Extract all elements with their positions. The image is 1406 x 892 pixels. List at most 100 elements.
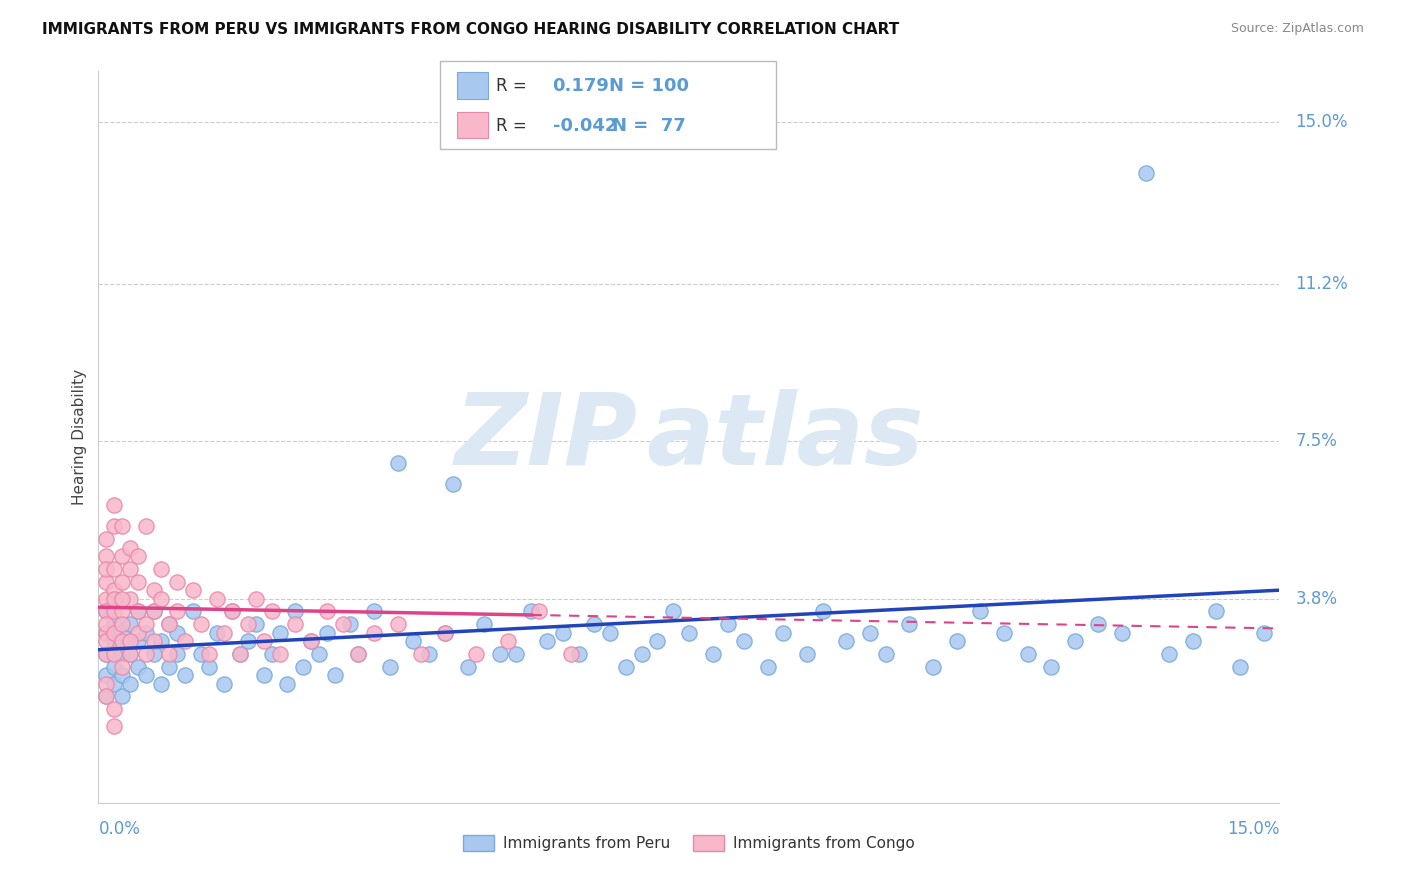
- Point: [111, 549, 134, 563]
- Point: [103, 634, 125, 648]
- Point: [1017, 647, 1039, 661]
- Point: [197, 647, 219, 661]
- Point: [205, 591, 228, 606]
- Point: [299, 634, 322, 648]
- Text: 0.179: 0.179: [553, 78, 609, 95]
- Point: [402, 634, 425, 648]
- Point: [308, 647, 330, 661]
- Point: [245, 591, 267, 606]
- Point: [127, 549, 149, 563]
- Point: [472, 617, 495, 632]
- Point: [284, 617, 307, 632]
- Point: [118, 591, 141, 606]
- Point: [118, 647, 141, 661]
- Point: [529, 604, 551, 618]
- Point: [756, 659, 779, 673]
- Point: [96, 604, 118, 618]
- Point: [103, 498, 125, 512]
- Point: [96, 677, 118, 691]
- Point: [96, 604, 118, 618]
- Point: [135, 617, 157, 632]
- Point: [662, 604, 685, 618]
- Point: [96, 647, 118, 661]
- Point: [339, 617, 361, 632]
- Point: [111, 574, 134, 589]
- Point: [236, 617, 259, 632]
- Point: [614, 659, 637, 673]
- Point: [229, 647, 252, 661]
- Point: [174, 634, 197, 648]
- Point: [505, 647, 527, 661]
- Point: [96, 574, 118, 589]
- Point: [118, 634, 141, 648]
- Point: [157, 659, 180, 673]
- Point: [103, 659, 125, 673]
- Point: [96, 625, 118, 640]
- Point: [1111, 625, 1133, 640]
- Point: [103, 617, 125, 632]
- Text: Source: ZipAtlas.com: Source: ZipAtlas.com: [1230, 22, 1364, 36]
- Point: [205, 625, 228, 640]
- Point: [875, 647, 897, 661]
- Point: [135, 519, 157, 533]
- Point: [284, 604, 307, 618]
- Point: [496, 634, 519, 648]
- Point: [363, 625, 385, 640]
- Point: [214, 677, 236, 691]
- Point: [433, 625, 456, 640]
- Point: [103, 562, 125, 576]
- Point: [103, 583, 125, 598]
- Point: [465, 647, 488, 661]
- Point: [103, 604, 125, 618]
- Point: [127, 574, 149, 589]
- Point: [181, 604, 204, 618]
- Point: [363, 604, 385, 618]
- Y-axis label: Hearing Disability: Hearing Disability: [72, 369, 87, 505]
- Point: [1205, 604, 1227, 618]
- Point: [142, 604, 165, 618]
- Point: [96, 562, 118, 576]
- Point: [190, 617, 212, 632]
- Point: [150, 677, 173, 691]
- Text: IMMIGRANTS FROM PERU VS IMMIGRANTS FROM CONGO HEARING DISABILITY CORRELATION CHA: IMMIGRANTS FROM PERU VS IMMIGRANTS FROM …: [42, 22, 900, 37]
- Text: -0.042: -0.042: [553, 117, 617, 135]
- Point: [568, 647, 591, 661]
- Point: [835, 634, 858, 648]
- Point: [733, 634, 755, 648]
- Point: [190, 647, 212, 661]
- Point: [174, 668, 197, 682]
- Point: [118, 617, 141, 632]
- Point: [898, 617, 921, 632]
- Point: [142, 647, 165, 661]
- Point: [945, 634, 967, 648]
- Point: [221, 604, 243, 618]
- Point: [103, 647, 125, 661]
- Text: 0.0%: 0.0%: [98, 820, 141, 838]
- Point: [142, 583, 165, 598]
- Text: 7.5%: 7.5%: [1295, 433, 1337, 450]
- Point: [142, 604, 165, 618]
- Point: [127, 604, 149, 618]
- Legend: Immigrants from Peru, Immigrants from Congo: Immigrants from Peru, Immigrants from Co…: [457, 830, 921, 857]
- Point: [96, 617, 118, 632]
- Point: [103, 719, 125, 733]
- Point: [520, 604, 543, 618]
- Point: [96, 668, 118, 682]
- Point: [103, 519, 125, 533]
- Point: [135, 668, 157, 682]
- Point: [103, 625, 125, 640]
- Point: [111, 647, 134, 661]
- Point: [166, 574, 188, 589]
- Point: [157, 617, 180, 632]
- Point: [599, 625, 621, 640]
- Point: [347, 647, 370, 661]
- Point: [347, 647, 370, 661]
- Point: [181, 583, 204, 598]
- Point: [260, 647, 283, 661]
- Text: N =  77: N = 77: [612, 117, 685, 135]
- Point: [135, 647, 157, 661]
- Point: [315, 625, 337, 640]
- Point: [96, 591, 118, 606]
- Point: [433, 625, 456, 640]
- Point: [150, 634, 173, 648]
